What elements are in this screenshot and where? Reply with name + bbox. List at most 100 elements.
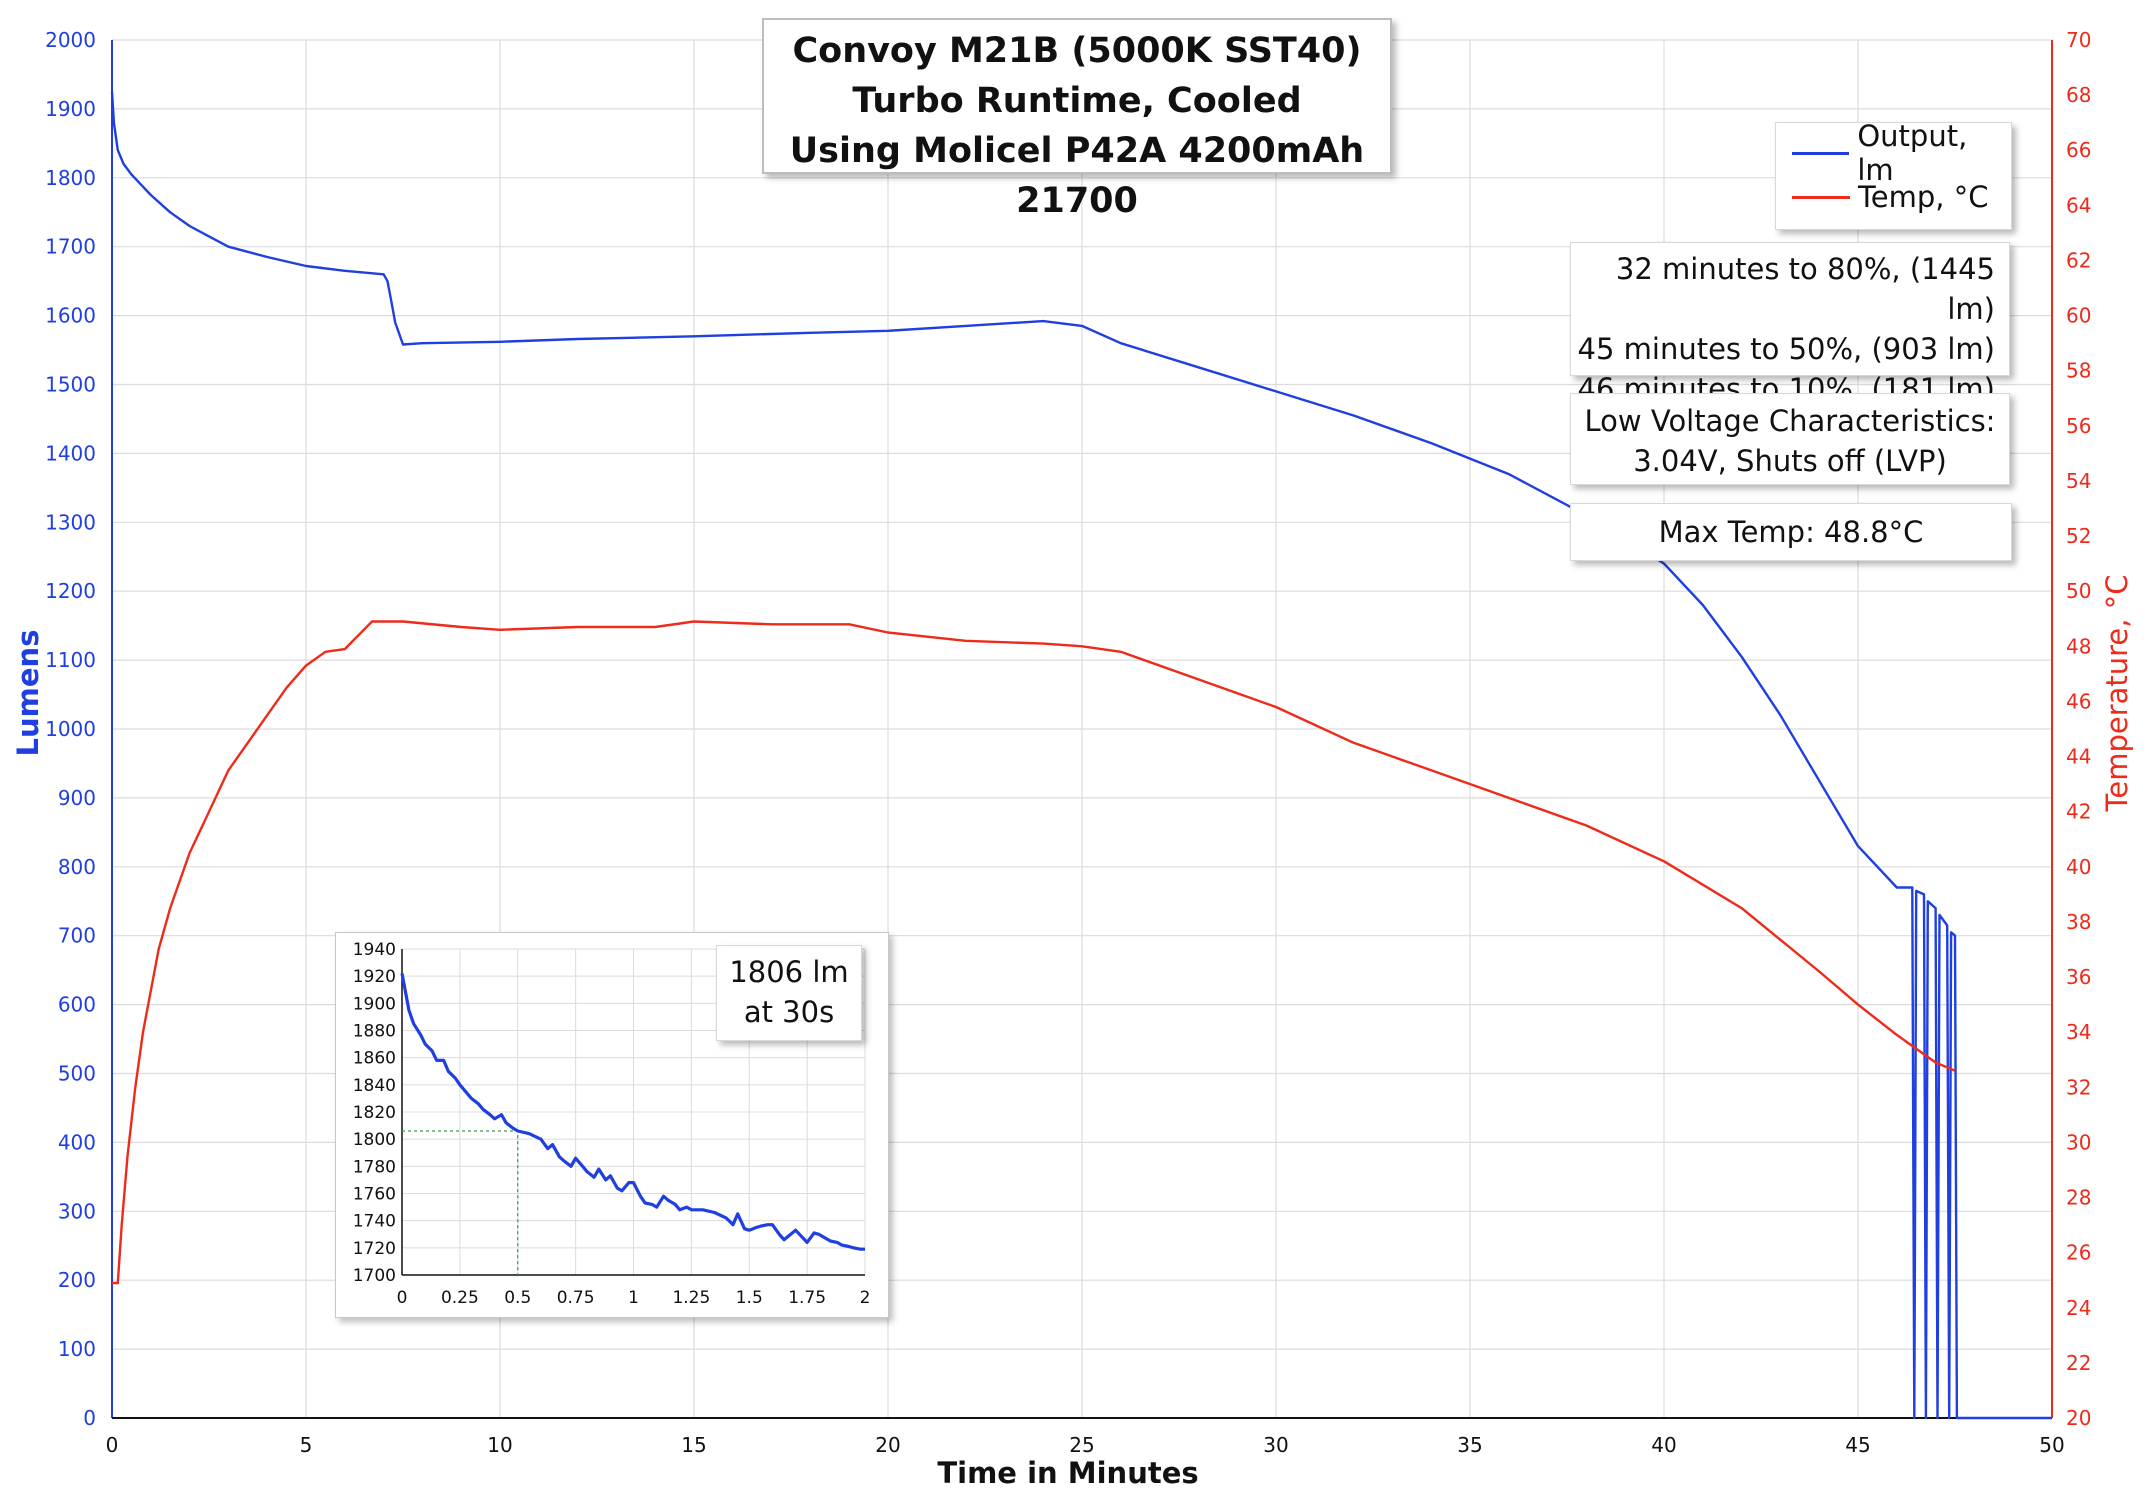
y2-tick-label: 64 [2066, 193, 2091, 217]
inset-y-tick-label: 1780 [353, 1157, 396, 1177]
inset-axes [401, 949, 865, 1276]
inset-y-tick-label: 1900 [353, 994, 396, 1014]
inset-y-tick-label: 1840 [353, 1076, 396, 1096]
y-tick-label: 1300 [45, 510, 96, 534]
inset-note-line-1: 1806 lm [729, 955, 849, 989]
x-tick-label: 25 [1069, 1433, 1094, 1457]
y-axis-label: Lumens [11, 630, 45, 757]
inset-y-tick-label: 1700 [353, 1266, 396, 1286]
y2-tick-label: 24 [2066, 1296, 2091, 1320]
y2-tick-label: 36 [2066, 965, 2091, 989]
y2-tick-label: 66 [2066, 138, 2091, 162]
main-series [110, 91, 2052, 1420]
max-temp-text: Max Temp: 48.8°C [1658, 515, 1924, 549]
y2-tick-label: 48 [2066, 634, 2091, 658]
legend: Output, lm Temp, °C [1775, 119, 2012, 230]
y-tick-label: 1700 [45, 235, 96, 259]
y2-tick-label: 42 [2066, 800, 2091, 824]
low-voltage-line-2: 3.04V, Shuts off (LVP) [1633, 444, 1947, 478]
inset-series-line [400, 973, 865, 1251]
inset-series [400, 973, 865, 1275]
y-tick-label: 100 [58, 1337, 96, 1361]
x-tick-label: 0 [106, 1433, 119, 1457]
main-axes [111, 40, 2053, 1419]
y-tick-label: 1500 [45, 373, 96, 397]
stat-80: 32 minutes to 80%, (1445 lm) [1615, 252, 1995, 326]
y-tick-label: 300 [58, 1199, 96, 1223]
y2-tick-label: 60 [2066, 304, 2091, 328]
stat-50: 45 minutes to 50%, (903 lm) [1577, 332, 1995, 366]
y2-tick-label: 68 [2066, 83, 2091, 107]
legend-label-output: Output, lm [1857, 119, 1968, 187]
inset-x-tick-label: 1.25 [672, 1288, 710, 1308]
legend-item-temp: Temp, °C [1792, 177, 1988, 217]
series-line-temp [112, 620, 1956, 1285]
y2-tick-label: 34 [2066, 1020, 2091, 1044]
y2-tick-label: 56 [2066, 414, 2091, 438]
inset-y-tick-label: 1740 [353, 1212, 396, 1232]
inset-y-tick-label: 1940 [353, 940, 396, 960]
title-line-2: Turbo Runtime, Cooled [852, 81, 1302, 121]
inset-x-tick-label: 0.75 [557, 1288, 595, 1308]
x-tick-label: 10 [487, 1433, 512, 1457]
legend-label-temp: Temp, °C [1858, 180, 1989, 214]
y2-tick-label: 32 [2066, 1075, 2091, 1099]
y2-axis-label: Temperature, °C [2100, 575, 2134, 813]
y-tick-label: 1000 [45, 717, 96, 741]
y-tick-label: 600 [58, 993, 96, 1017]
legend-item-output: Output, lm [1792, 119, 2011, 187]
inset-y-tick-label: 1800 [353, 1130, 396, 1150]
inset-x-tick-label: 0.25 [441, 1288, 479, 1308]
y2-tick-label: 44 [2066, 745, 2091, 769]
y2-tick-label: 38 [2066, 910, 2091, 934]
max-temp-note: Max Temp: 48.8°C [1570, 503, 2012, 561]
y-tick-label: 1800 [45, 166, 96, 190]
y-tick-label: 1100 [45, 648, 96, 672]
inset-y-tick-label: 1880 [353, 1022, 396, 1042]
x-tick-label: 20 [875, 1433, 900, 1457]
x-tick-label: 45 [1845, 1433, 1870, 1457]
y2-tick-label: 46 [2066, 689, 2091, 713]
y2-tick-label: 50 [2066, 579, 2091, 603]
y2-tick-label: 54 [2066, 469, 2091, 493]
title-line-1: Convoy M21B (5000K SST40) [792, 31, 1362, 71]
x-tick-label: 5 [300, 1433, 313, 1457]
x-tick-label: 40 [1651, 1433, 1676, 1457]
legend-swatch-temp [1792, 195, 1850, 199]
inset-tick-labels: 1700 1720 1740 1760 1780 1800 1820 1840 1860 1880… [353, 940, 871, 1308]
y2-tick-label: 28 [2066, 1186, 2091, 1210]
inset-x-tick-label: 0.5 [504, 1288, 531, 1308]
inset-x-tick-label: 1.5 [736, 1288, 763, 1308]
y-tick-label: 0 [83, 1406, 96, 1430]
x-axis-label: Time in Minutes [937, 1456, 1198, 1490]
y-tick-label: 900 [58, 786, 96, 810]
x-tick-label: 35 [1457, 1433, 1482, 1457]
y2-tick-label: 62 [2066, 248, 2091, 272]
y2-tick-label: 22 [2066, 1351, 2091, 1375]
inset-y-tick-label: 1860 [353, 1049, 396, 1069]
y2-tick-label: 26 [2066, 1241, 2091, 1265]
inset-y-tick-label: 1720 [353, 1239, 396, 1259]
chart-title: Convoy M21B (5000K SST40) Turbo Runtime,… [762, 18, 1392, 221]
y-tick-label: 1900 [45, 97, 96, 121]
y-tick-label: 2000 [45, 28, 96, 52]
y2-tick-label: 58 [2066, 359, 2091, 383]
y-tick-label: 400 [58, 1130, 96, 1154]
inset-y-tick-label: 1920 [353, 967, 396, 987]
x-tick-label: 15 [681, 1433, 706, 1457]
inset-x-tick-label: 2 [860, 1288, 871, 1308]
x-tick-label: 30 [1263, 1433, 1288, 1457]
low-voltage-line-1: Low Voltage Characteristics: [1584, 404, 1996, 438]
y-tick-label: 1200 [45, 579, 96, 603]
inset-x-tick-label: 0 [397, 1288, 408, 1308]
legend-swatch-output [1792, 151, 1850, 155]
runtime-stats: 32 minutes to 80%, (1445 lm) 45 minutes … [1570, 242, 2010, 406]
inset-x-tick-label: 1 [628, 1288, 639, 1308]
inset-x-tick-label: 1.75 [788, 1288, 826, 1308]
inset-y-tick-label: 1820 [353, 1103, 396, 1123]
y-tick-label: 800 [58, 855, 96, 879]
y2-tick-label: 52 [2066, 524, 2091, 548]
inset-note-line-2: at 30s [743, 995, 835, 1029]
x-tick-label: 50 [2039, 1433, 2064, 1457]
y2-tick-label: 40 [2066, 855, 2091, 879]
